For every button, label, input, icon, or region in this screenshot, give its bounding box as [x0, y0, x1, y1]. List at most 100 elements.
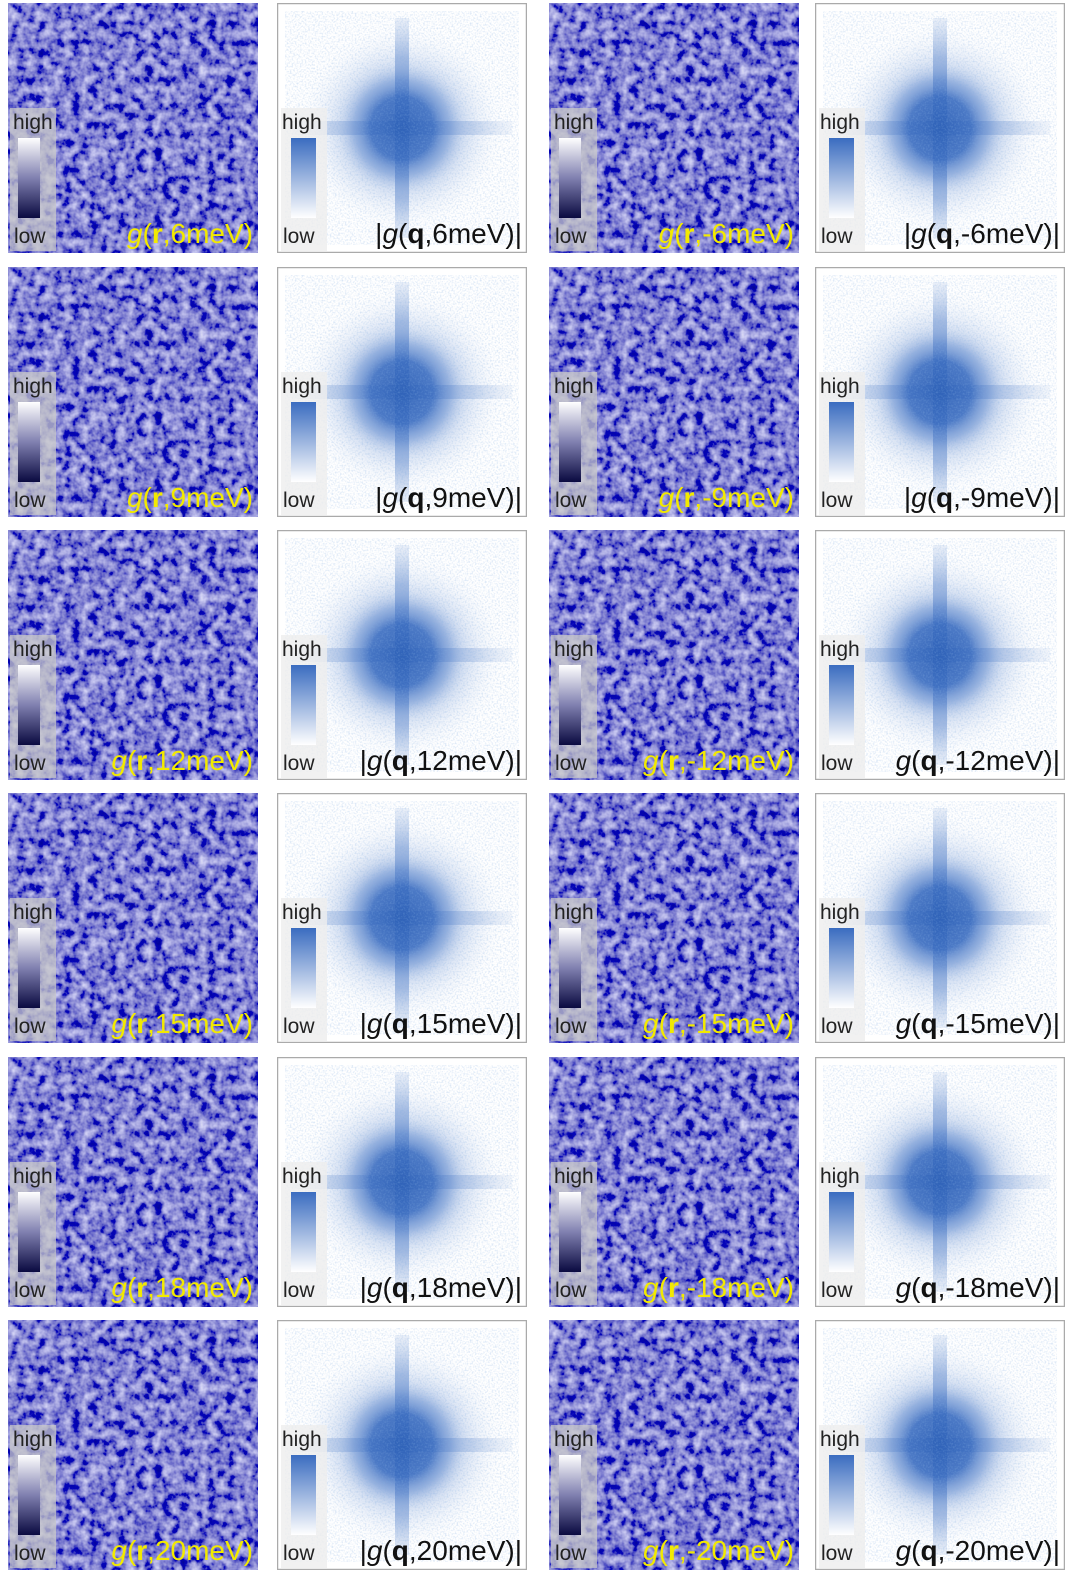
label-part: r — [668, 745, 679, 776]
label-part: g — [127, 218, 143, 249]
panel-label: |g(q,-6meV)| — [904, 218, 1060, 249]
colorbar — [291, 402, 316, 482]
label-part: ,-12meV)| — [938, 745, 1060, 776]
colorbar — [559, 402, 581, 482]
label-part: q — [392, 1272, 409, 1303]
colorbar-high-label: high — [13, 111, 53, 134]
label-part: ,6meV)| — [424, 218, 522, 249]
label-part: q — [920, 1535, 937, 1566]
colorbar-high-label: high — [554, 638, 594, 661]
label-part: | — [360, 1535, 367, 1566]
label-part: ,-6meV) — [694, 218, 794, 249]
colorbar — [559, 1192, 581, 1272]
colorbar — [559, 1455, 581, 1535]
colorbar — [559, 665, 581, 745]
colorbar-low-label: low — [14, 1279, 46, 1302]
label-part: g — [659, 218, 675, 249]
colorbar-high-label: high — [554, 901, 594, 924]
colorbar-high-label: high — [554, 375, 594, 398]
colorbar-high-label: high — [820, 1428, 860, 1451]
label-part: g — [643, 745, 659, 776]
label-part: g — [643, 1535, 659, 1566]
label-part: g — [643, 1272, 659, 1303]
colorbar — [18, 402, 40, 482]
real-space-map: highlowg(r,-9meV) — [549, 267, 799, 517]
label-part: r — [152, 218, 163, 249]
label-part: r — [136, 745, 147, 776]
label-part: q — [920, 1008, 937, 1039]
label-part: g — [127, 482, 143, 513]
colorbar-high-label: high — [282, 111, 322, 134]
label-part: g — [659, 482, 675, 513]
colorbar — [291, 1192, 316, 1272]
label-part: g — [896, 745, 912, 776]
panel-label: g(r,-6meV) — [659, 218, 794, 249]
label-part: g — [896, 1272, 912, 1303]
panel-label: |g(q,9meV)| — [375, 482, 522, 513]
colorbar-high-label: high — [820, 1165, 860, 1188]
colorbar — [829, 1192, 854, 1272]
panel-label: |g(q,18meV)| — [360, 1272, 522, 1303]
label-part: r — [152, 482, 163, 513]
colorbar-low-label: low — [14, 1015, 46, 1038]
colorbar-low-label: low — [283, 752, 315, 775]
label-part: g — [367, 1535, 383, 1566]
label-part: r — [136, 1272, 147, 1303]
label-part: r — [668, 1272, 679, 1303]
panel-label: |g(q,20meV)| — [360, 1535, 522, 1566]
label-part: g — [382, 482, 398, 513]
colorbar — [829, 138, 854, 218]
label-part: q — [920, 1272, 937, 1303]
label-part: ,-15meV)| — [938, 1008, 1060, 1039]
label-part: g — [382, 218, 398, 249]
label-part: r — [136, 1008, 147, 1039]
colorbar-high-label: high — [13, 901, 53, 924]
colorbar — [291, 928, 316, 1008]
label-part: q — [407, 218, 424, 249]
colorbar — [291, 1455, 316, 1535]
colorbar-high-label: high — [554, 111, 594, 134]
colorbar — [291, 138, 316, 218]
colorbar-low-label: low — [283, 489, 315, 512]
fourier-map: highlow|g(q,-6meV)| — [815, 3, 1065, 253]
label-part: r — [668, 1535, 679, 1566]
label-part: g — [367, 745, 383, 776]
label-part: q — [392, 1535, 409, 1566]
label-part: q — [392, 1008, 409, 1039]
label-part: | — [904, 482, 911, 513]
colorbar-high-label: high — [282, 638, 322, 661]
fourier-map: highlow|g(q,20meV)| — [277, 1320, 527, 1570]
label-part: | — [375, 482, 382, 513]
label-part: g — [111, 745, 127, 776]
colorbar-low-label: low — [821, 752, 853, 775]
colorbar-high-label: high — [282, 1165, 322, 1188]
label-part: ,20meV) — [147, 1535, 253, 1566]
label-part: q — [920, 745, 937, 776]
panel-label: g(r,-12meV) — [643, 745, 794, 776]
panel-label: g(q,-15meV)| — [896, 1008, 1060, 1039]
colorbar-low-label: low — [283, 1015, 315, 1038]
label-part: g — [911, 482, 927, 513]
label-part: | — [360, 745, 367, 776]
label-part: q — [392, 745, 409, 776]
fourier-map: highlowg(q,-18meV)| — [815, 1057, 1065, 1307]
colorbar-low-label: low — [283, 225, 315, 248]
colorbar-low-label: low — [14, 1542, 46, 1565]
panel-label: g(q,-12meV)| — [896, 745, 1060, 776]
label-part: r — [684, 218, 695, 249]
colorbar-low-label: low — [821, 1542, 853, 1565]
label-part: ,12meV)| — [409, 745, 522, 776]
colorbar-low-label: low — [555, 489, 587, 512]
label-part: r — [668, 1008, 679, 1039]
panel-label: |g(q,15meV)| — [360, 1008, 522, 1039]
label-part: ,-20meV)| — [938, 1535, 1060, 1566]
colorbar — [18, 665, 40, 745]
label-part: ,9meV)| — [424, 482, 522, 513]
colorbar-high-label: high — [282, 1428, 322, 1451]
label-part: ,-15meV) — [679, 1008, 794, 1039]
label-part: g — [896, 1008, 912, 1039]
colorbar-high-label: high — [13, 638, 53, 661]
label-part: ,-12meV) — [679, 745, 794, 776]
